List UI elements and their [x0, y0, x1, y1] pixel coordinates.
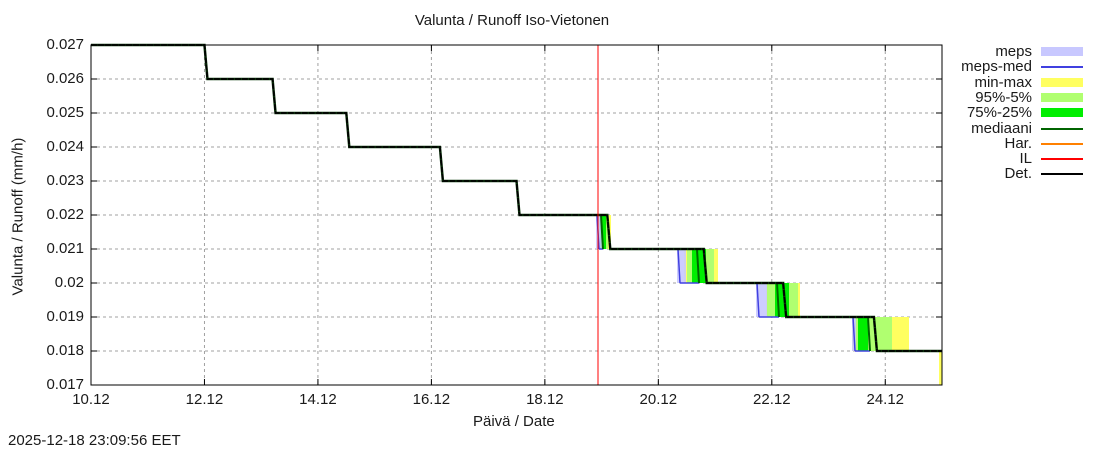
- y-tick-label: 0.018: [46, 342, 84, 359]
- ensemble-step: [852, 316, 909, 352]
- legend-label: min-max: [974, 73, 1032, 91]
- legend-swatch-icon: [1041, 66, 1083, 69]
- y-tick-label: 0.026: [46, 70, 84, 87]
- y-tick-label: 0.024: [46, 138, 84, 155]
- x-tick-label: 22.12: [753, 391, 791, 408]
- chart-title-text: Valunta / Runoff Iso-Vietonen: [414, 12, 610, 29]
- y-tick-label: 0.021: [46, 240, 84, 257]
- timestamp: 2025-12-18 23:09:56 EET: [8, 432, 181, 449]
- legend-swatch-icon: [1041, 92, 1083, 102]
- x-tick-label: 20.12: [639, 391, 678, 408]
- legend-swatch-icon: [1041, 142, 1083, 145]
- x-tick-label: 10.12: [72, 391, 110, 408]
- legend-item: 95%-5%: [940, 88, 1100, 106]
- legend-item: min-max: [940, 73, 1100, 91]
- legend-item: mediaani: [940, 119, 1100, 137]
- legend-swatch-icon: [1041, 77, 1083, 87]
- legend-item: Det.: [940, 166, 1100, 182]
- chart-title: Valunta / Runoff Iso-Vietonen: [0, 12, 1100, 29]
- det-line: [91, 44, 942, 352]
- legend-label: Har.: [1004, 134, 1032, 152]
- legend-item: 75%-25%: [940, 105, 1100, 121]
- x-tick-label: 12.12: [185, 391, 224, 408]
- mediaani-line: [91, 43, 942, 353]
- ensemble-step: [756, 282, 800, 318]
- legend-label: meps: [995, 43, 1032, 60]
- legend-label: 95%-5%: [975, 88, 1032, 106]
- x-tick-label: 14.12: [299, 391, 337, 408]
- legend-swatch-icon: [1041, 108, 1083, 118]
- legend-item: meps: [940, 44, 1100, 60]
- legend-item: meps-med: [940, 59, 1100, 75]
- x-axis-label: Päivä / Date: [473, 413, 555, 430]
- legend-label: mediaani: [971, 119, 1032, 137]
- ensemble-step: [677, 248, 718, 284]
- legend-label: Det.: [1004, 165, 1032, 183]
- x-tick-label: 18.12: [526, 391, 564, 408]
- legend-label: IL: [1019, 150, 1032, 168]
- legend-item: IL: [940, 151, 1100, 167]
- legend-item: Har.: [940, 134, 1100, 152]
- legend-label: 75%-25%: [966, 104, 1032, 122]
- y-tick-label: 0.02: [54, 274, 84, 291]
- y-tick-label: 0.027: [46, 36, 84, 53]
- legend-swatch-icon: [1041, 127, 1083, 130]
- y-axis-label: Valunta / Runoff (mm/h): [9, 137, 27, 296]
- legend-swatch-icon: [1041, 158, 1083, 161]
- legend-swatch-icon: [1041, 173, 1083, 176]
- y-tick-label: 0.019: [46, 308, 84, 325]
- y-tick-label: 0.025: [46, 104, 84, 121]
- x-tick-label: 16.12: [412, 391, 451, 408]
- y-tick-label: 0.022: [46, 206, 84, 223]
- legend-swatch-icon: [1041, 47, 1083, 56]
- y-tick-label: 0.023: [46, 172, 84, 189]
- legend-label: meps-med: [961, 58, 1032, 76]
- x-tick-label: 24.12: [866, 391, 905, 408]
- y-tick-label: 0.017: [46, 376, 84, 393]
- plot-border: [90, 44, 943, 386]
